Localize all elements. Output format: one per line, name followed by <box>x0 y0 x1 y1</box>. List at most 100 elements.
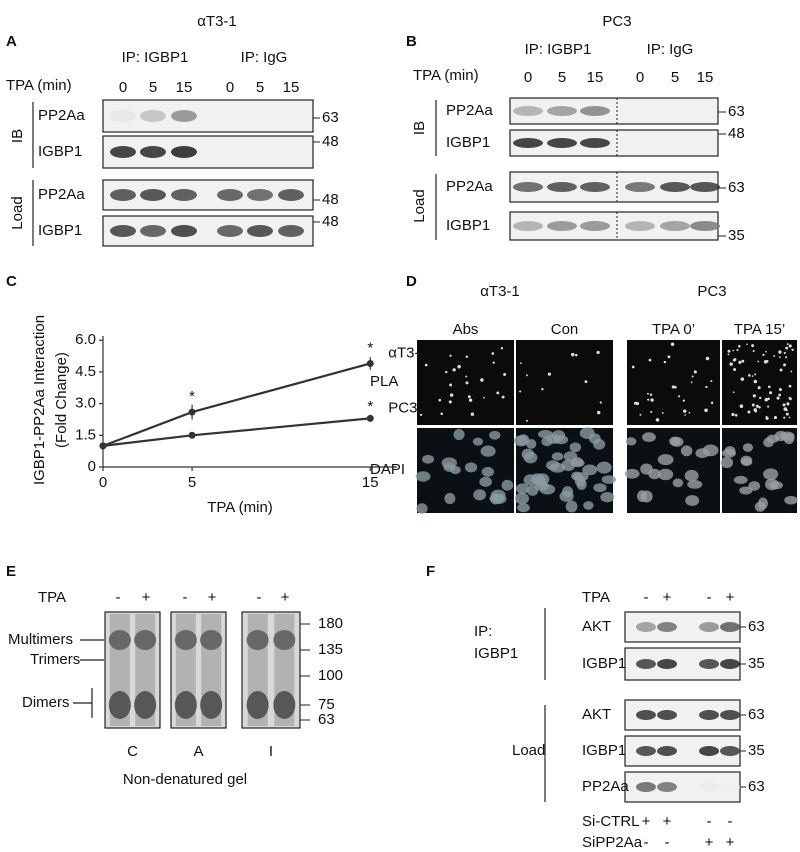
spot <box>705 385 708 389</box>
panel-letter: B <box>406 33 417 50</box>
nucleus <box>672 478 684 488</box>
nucleus <box>625 437 637 446</box>
spot <box>755 404 759 408</box>
band <box>625 182 655 192</box>
spot <box>785 356 788 359</box>
label: + <box>642 813 651 830</box>
spot <box>733 367 737 372</box>
label: 63 <box>322 109 339 126</box>
x-tick-label: 0 <box>99 474 107 491</box>
label: 75 <box>318 696 335 713</box>
label: IP: <box>474 623 492 640</box>
y-tick-label: 3.0 <box>75 395 96 412</box>
nucleus <box>415 471 431 482</box>
nucleus <box>702 444 719 457</box>
label: Con <box>551 321 579 338</box>
spot <box>752 394 756 398</box>
annotation: * <box>189 388 195 405</box>
spot <box>768 385 771 389</box>
spot <box>663 360 667 364</box>
blot <box>102 135 314 169</box>
spot <box>467 395 471 399</box>
spot <box>649 393 653 397</box>
label: 15 <box>697 69 714 86</box>
spot <box>547 372 552 376</box>
spot <box>782 403 786 407</box>
label: 48 <box>322 213 339 230</box>
band <box>720 622 740 632</box>
label: - <box>665 834 670 851</box>
label: IGBP1 <box>38 222 82 239</box>
band <box>140 189 166 201</box>
band <box>720 710 740 720</box>
nucleus <box>783 433 795 445</box>
spot <box>491 352 495 355</box>
spot <box>741 359 745 363</box>
label: + <box>663 813 672 830</box>
band <box>690 221 720 231</box>
band <box>108 630 131 650</box>
nucleus <box>582 464 598 476</box>
x-axis-label: TPA (min) <box>207 499 273 516</box>
band <box>246 691 269 719</box>
spot <box>773 415 778 420</box>
spot <box>786 343 789 346</box>
micrograph <box>722 428 797 513</box>
nucleus <box>624 468 640 479</box>
nucleus <box>579 427 595 439</box>
nucleus <box>481 466 494 477</box>
spot <box>751 344 755 348</box>
x-tick-label: 5 <box>188 474 196 491</box>
nucleus <box>559 490 574 502</box>
panel-letter: D <box>406 273 417 290</box>
label: 63 <box>318 711 335 728</box>
panel-letter: F <box>426 563 435 580</box>
spot <box>419 413 423 416</box>
band <box>636 782 656 792</box>
label: + <box>705 834 714 851</box>
band <box>657 746 677 756</box>
label: - <box>644 589 649 606</box>
band <box>580 221 610 231</box>
spot <box>732 358 736 362</box>
spot <box>480 378 484 382</box>
spot <box>465 375 468 378</box>
spot <box>739 404 744 408</box>
band <box>580 106 610 116</box>
band <box>110 146 136 158</box>
label: - <box>728 813 733 830</box>
spot <box>648 358 652 362</box>
spot <box>599 401 602 404</box>
nucleus <box>593 438 606 450</box>
spot <box>424 363 428 367</box>
label: αT3-1 <box>480 283 520 300</box>
nucleus <box>742 443 753 452</box>
label: Load <box>411 189 428 222</box>
label: Si-CTRL <box>582 813 640 830</box>
nucleus <box>551 452 564 461</box>
spot <box>754 409 758 413</box>
label: 180 <box>318 615 343 632</box>
nucleus <box>501 479 514 491</box>
nucleus <box>754 501 766 512</box>
spot <box>674 385 677 389</box>
label: Trimers <box>30 651 80 668</box>
spot <box>734 413 738 417</box>
band <box>273 691 296 719</box>
panel-letter: A <box>6 33 17 50</box>
spot <box>575 353 578 357</box>
band <box>636 710 656 720</box>
spot <box>647 392 649 395</box>
spot <box>765 359 769 363</box>
band <box>547 221 577 231</box>
point <box>366 359 374 367</box>
band <box>636 622 656 632</box>
spot <box>785 346 789 350</box>
nucleus <box>464 462 478 473</box>
nucleus <box>514 435 528 447</box>
spot <box>525 374 528 377</box>
spot <box>789 397 792 401</box>
label: A <box>193 743 203 760</box>
label: AKT <box>582 618 611 635</box>
nucleus <box>687 480 703 489</box>
